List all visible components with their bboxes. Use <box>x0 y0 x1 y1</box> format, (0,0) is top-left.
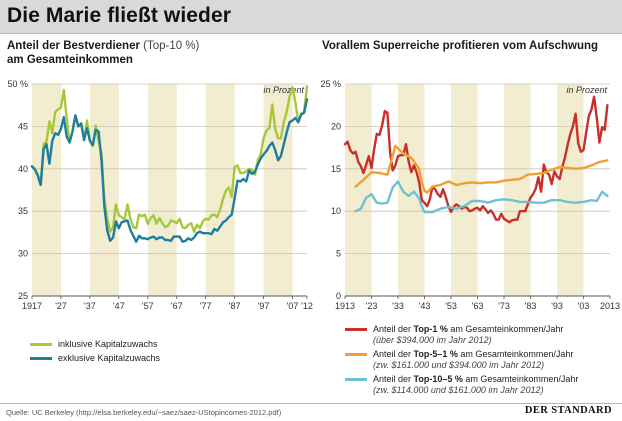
right-x-tick-label: '43 <box>419 301 431 311</box>
left-y-tick-label: 50 % <box>7 79 28 89</box>
chart-top10: 25 30 35 40 45 50 % 1917 '27 '37 '47 '57 '67 '77 '87 '… <box>7 79 313 311</box>
legend-label: inklusive Kapitalzuwachs <box>58 339 158 349</box>
legend-note: (zw. $114.000 und $161.000 im Jahr 2012) <box>373 385 544 395</box>
left-title-paren: (Top-10 %) <box>143 40 200 52</box>
left-band <box>32 84 61 296</box>
legend-swatch <box>30 357 52 360</box>
right-x-tick-label: '83 <box>525 301 537 311</box>
left-title-bold: Anteil der Bestverdiener <box>7 40 140 52</box>
legend-right-item: Anteil der Top-5–1 % am Gesamteinkommen/… <box>345 349 615 373</box>
headline-bar: Die Marie fließt wieder <box>0 0 622 33</box>
right-x-tick-label: '33 <box>392 301 404 311</box>
left-x-tick-label: '87 <box>229 301 241 311</box>
legend-label: exklusive Kapitalzuwachs <box>58 353 161 363</box>
legend-label: Anteil der Top-5–1 % am Gesamteinkommen/… <box>373 349 574 370</box>
right-y-tick-label: 5 <box>336 249 341 259</box>
right-x-tick-label: '93 <box>551 301 563 311</box>
chart-superrich: 0 5 10 15 20 25 % 1913 '23 '33 '43 '53 '63 '73 '83 '93… <box>320 79 620 311</box>
legend-note: (über $394.000 im Jahr 2012) <box>373 335 492 345</box>
left-y-tick-label: 25 <box>18 291 28 301</box>
left-title-line2: am Gesamteinkommen <box>7 54 133 66</box>
right-y-tick-label: 0 <box>336 291 341 301</box>
legend-note: (zw. $161.000 und $394.000 im Jahr 2012) <box>373 360 545 370</box>
right-series-top-1-line <box>343 95 609 224</box>
right-x-tick-label: '63 <box>472 301 484 311</box>
left-y-tick-label: 30 <box>18 249 28 259</box>
legend-swatch <box>345 353 367 356</box>
right-x-tick-label: '23 <box>366 301 378 311</box>
right-unit-note: in Prozent <box>566 85 607 95</box>
left-x-tick-label: '67 <box>171 301 183 311</box>
brand-logo: DER STANDARD <box>524 405 612 416</box>
legend-left-item: exklusive Kapitalzuwachs <box>30 353 280 365</box>
left-x-tick-label: '37 <box>84 301 96 311</box>
right-x-tick-label: '03 <box>578 301 590 311</box>
right-y-tick-label: 10 <box>331 206 341 216</box>
left-y-tick-label: 40 <box>18 164 28 174</box>
source-note: Quelle: UC Berkeley (http://elsa.berkele… <box>6 408 282 417</box>
right-chart-title: Vorallem Superreiche profitieren vom Auf… <box>322 40 599 52</box>
left-x-tick-label: '57 <box>142 301 154 311</box>
right-x-tick-label: 2013 <box>600 301 620 311</box>
left-series-exklusive-kapitalzuwachs-line <box>30 98 309 243</box>
right-y-tick-label: 20 <box>331 121 341 131</box>
headline: Die Marie fließt wieder <box>7 4 232 27</box>
left-y-tick-label: 45 <box>18 121 28 131</box>
legend-label: Anteil der Top-10–5 % am Gesamteinkommen… <box>373 374 579 395</box>
left-y-tick-label: 35 <box>18 206 28 216</box>
legend-right-item: Anteil der Top-1 % am Gesamteinkommen/Ja… <box>345 324 615 348</box>
left-unit-note: in Prozent <box>263 85 304 95</box>
right-y-tick-label: 25 % <box>320 79 341 89</box>
left-band <box>263 84 293 296</box>
footer-divider <box>0 403 622 404</box>
left-x-tick-label: 1917 <box>22 301 42 311</box>
left-x-tick-label: '77 <box>200 301 212 311</box>
right-x-tick-label: '53 <box>445 301 457 311</box>
legend-right-item: Anteil der Top-10–5 % am Gesamteinkommen… <box>345 374 615 398</box>
left-x-tick-label: '27 <box>55 301 67 311</box>
right-band <box>345 84 372 296</box>
legend-left-item: inklusive Kapitalzuwachs <box>30 339 280 351</box>
left-chart-title: Anteil der Bestverdiener (Top-10 %) am G… <box>7 39 199 67</box>
right-y-tick-label: 15 <box>331 164 341 174</box>
right-band <box>504 84 531 296</box>
left-x-tick-label: '07 <box>287 301 299 311</box>
right-x-tick-label: '73 <box>498 301 510 311</box>
legend-swatch <box>345 328 367 331</box>
legend-label: Anteil der Top-1 % am Gesamteinkommen/Ja… <box>373 324 564 345</box>
right-series-top-5-1-line <box>354 144 609 194</box>
left-x-tick-label: '12 <box>301 301 313 311</box>
right-band <box>451 84 478 296</box>
right-x-tick-label: 1913 <box>335 301 355 311</box>
left-band <box>147 84 177 296</box>
left-x-tick-label: '47 <box>113 301 125 311</box>
divider <box>0 33 622 34</box>
right-band <box>557 84 584 296</box>
left-x-tick-label: '97 <box>258 301 270 311</box>
right-series-top-10-5-line <box>354 180 609 214</box>
legend-swatch <box>30 343 52 346</box>
legend-swatch <box>345 378 367 381</box>
